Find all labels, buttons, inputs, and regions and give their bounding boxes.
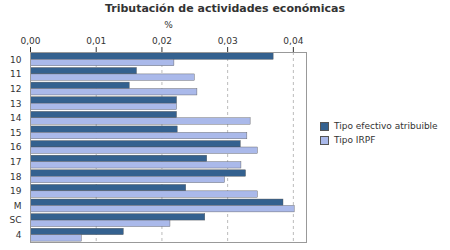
svg-text:0,02: 0,02 [152,36,172,46]
svg-text:0,01: 0,01 [86,36,106,46]
svg-text:18: 18 [10,172,22,182]
svg-text:11: 11 [10,69,21,79]
svg-text:13: 13 [10,99,21,109]
svg-text:19: 19 [10,186,22,196]
svg-text:12: 12 [10,84,21,94]
svg-text:SC: SC [10,215,22,225]
html-text:Tipo efectivo atribuible: Tipo efectivo atribuible [334,121,438,131]
svg-text:4: 4 [16,230,22,240]
svg-text:17: 17 [10,157,21,167]
svg-text:10: 10 [10,55,22,65]
svg-text:M: M [14,201,22,211]
svg-text:0,00: 0,00 [20,36,40,46]
svg-text:15: 15 [10,128,21,138]
svg-text:0,04: 0,04 [283,36,303,46]
svg-text:16: 16 [10,142,22,152]
html-text:Tipo IRPF: Tipo IRPF [334,135,376,145]
html-text:Tributación de actividades eco: Tributación de actividades económicas [104,2,346,15]
svg-text:14: 14 [10,113,22,123]
svg-text:0,03: 0,03 [218,36,238,46]
svg-text:%: % [164,20,173,30]
